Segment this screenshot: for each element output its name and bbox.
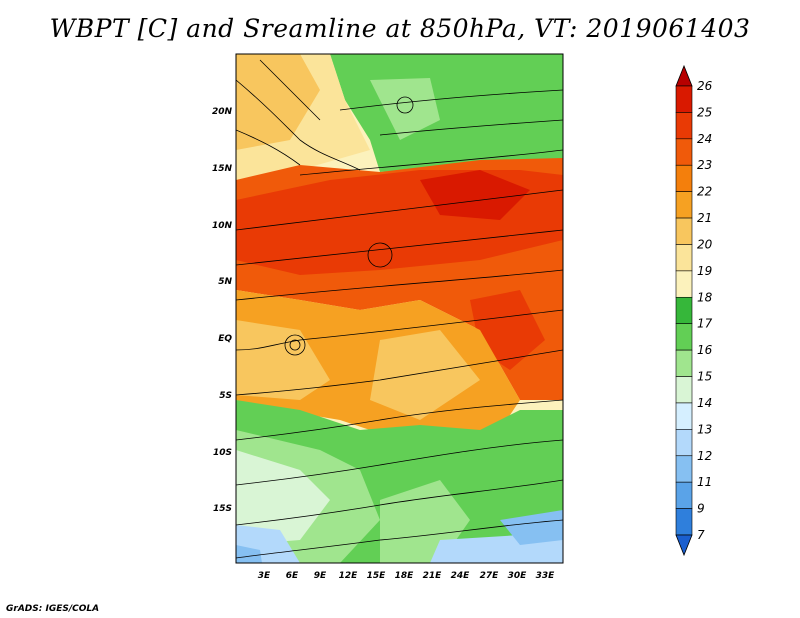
lat-tick-5s: 5S	[219, 391, 232, 401]
lat-tick-10n: 10N	[212, 221, 233, 231]
colorbar-swatch	[675, 508, 693, 536]
streamlines	[236, 59, 563, 559]
lat-tick-labels: 20N 15N 10N 5N EQ 5S 10S 15S	[212, 107, 233, 514]
lon-tick-24e: 24E	[451, 571, 471, 581]
lon-tick-9e: 9E	[314, 571, 327, 581]
colorbar-swatch	[675, 191, 693, 219]
chart-title: WBPT [C] and Sreamline at 850hPa, VT: 20…	[49, 14, 751, 43]
colorbar-label: 12	[697, 449, 712, 463]
colorbar-swatch	[675, 164, 693, 192]
colorbar-swatch	[675, 376, 693, 404]
colorbar-label: 7	[697, 528, 705, 542]
colorbar: 26 25 24 23 22 21 20 19 18 17 16 15 14 13 12 11 9 7	[675, 64, 713, 557]
colorbar-label: 18	[697, 290, 713, 304]
lon-tick-21e: 21E	[423, 571, 443, 581]
lon-tick-3e: 3E	[258, 571, 271, 581]
lon-tick-6e: 6E	[286, 571, 299, 581]
colorbar-swatch	[675, 270, 693, 298]
colorbar-label: 21	[697, 211, 712, 225]
colorbar-label: 25	[697, 105, 712, 119]
colorbar-label: 22	[697, 185, 712, 199]
colorbar-swatch	[675, 296, 693, 325]
lon-tick-labels: 3E 6E 9E 12E 15E 18E 21E 24E 27E 30E 33E	[258, 571, 555, 581]
lon-tick-18e: 18E	[395, 571, 415, 581]
colorbar-label: 15	[697, 370, 712, 384]
lon-tick-12e: 12E	[339, 571, 359, 581]
lon-tick-33e: 33E	[536, 571, 556, 581]
colorbar-label: 16	[697, 343, 713, 357]
colorbar-label: 20	[697, 237, 713, 251]
colorbar-swatch	[675, 481, 693, 509]
colorbar-swatch	[675, 217, 693, 245]
lon-tick-30e: 30E	[508, 571, 528, 581]
colorbar-swatch	[675, 429, 693, 457]
lat-tick-5n: 5N	[218, 277, 232, 287]
colorbar-label: 13	[697, 422, 712, 436]
colorbar-swatch	[675, 349, 693, 377]
lat-tick-20n: 20N	[212, 107, 233, 117]
colorbar-swatch	[675, 402, 693, 430]
colorbar-label: 17	[697, 317, 713, 331]
colorbar-label: 11	[697, 475, 712, 489]
colorbar-swatch	[675, 244, 693, 272]
lat-tick-15n: 15N	[212, 164, 233, 174]
colorbar-swatch	[675, 455, 693, 483]
colorbar-label: 24	[697, 132, 712, 146]
lat-tick-eq: EQ	[218, 334, 232, 344]
plot-frame	[235, 53, 564, 564]
footer-credit: GrADS: IGES/COLA	[6, 604, 100, 614]
colorbar-swatch	[675, 323, 693, 351]
lat-tick-15s: 15S	[213, 504, 232, 514]
colorbar-label: 26	[697, 79, 713, 93]
colorbar-swatch	[675, 85, 693, 113]
lon-tick-27e: 27E	[480, 571, 500, 581]
lat-tick-10s: 10S	[213, 448, 232, 458]
colorbar-label: 14	[697, 396, 712, 410]
colorbar-swatch	[675, 138, 693, 166]
lon-tick-15e: 15E	[367, 571, 387, 581]
colorbar-label: 9	[697, 502, 705, 516]
colorbar-swatch	[675, 112, 693, 140]
wbpt-field	[236, 54, 563, 563]
colorbar-label: 23	[697, 158, 712, 172]
colorbar-label: 19	[697, 264, 712, 278]
colorbar-top-arrow	[675, 64, 693, 87]
colorbar-bottom-arrow	[675, 534, 693, 557]
